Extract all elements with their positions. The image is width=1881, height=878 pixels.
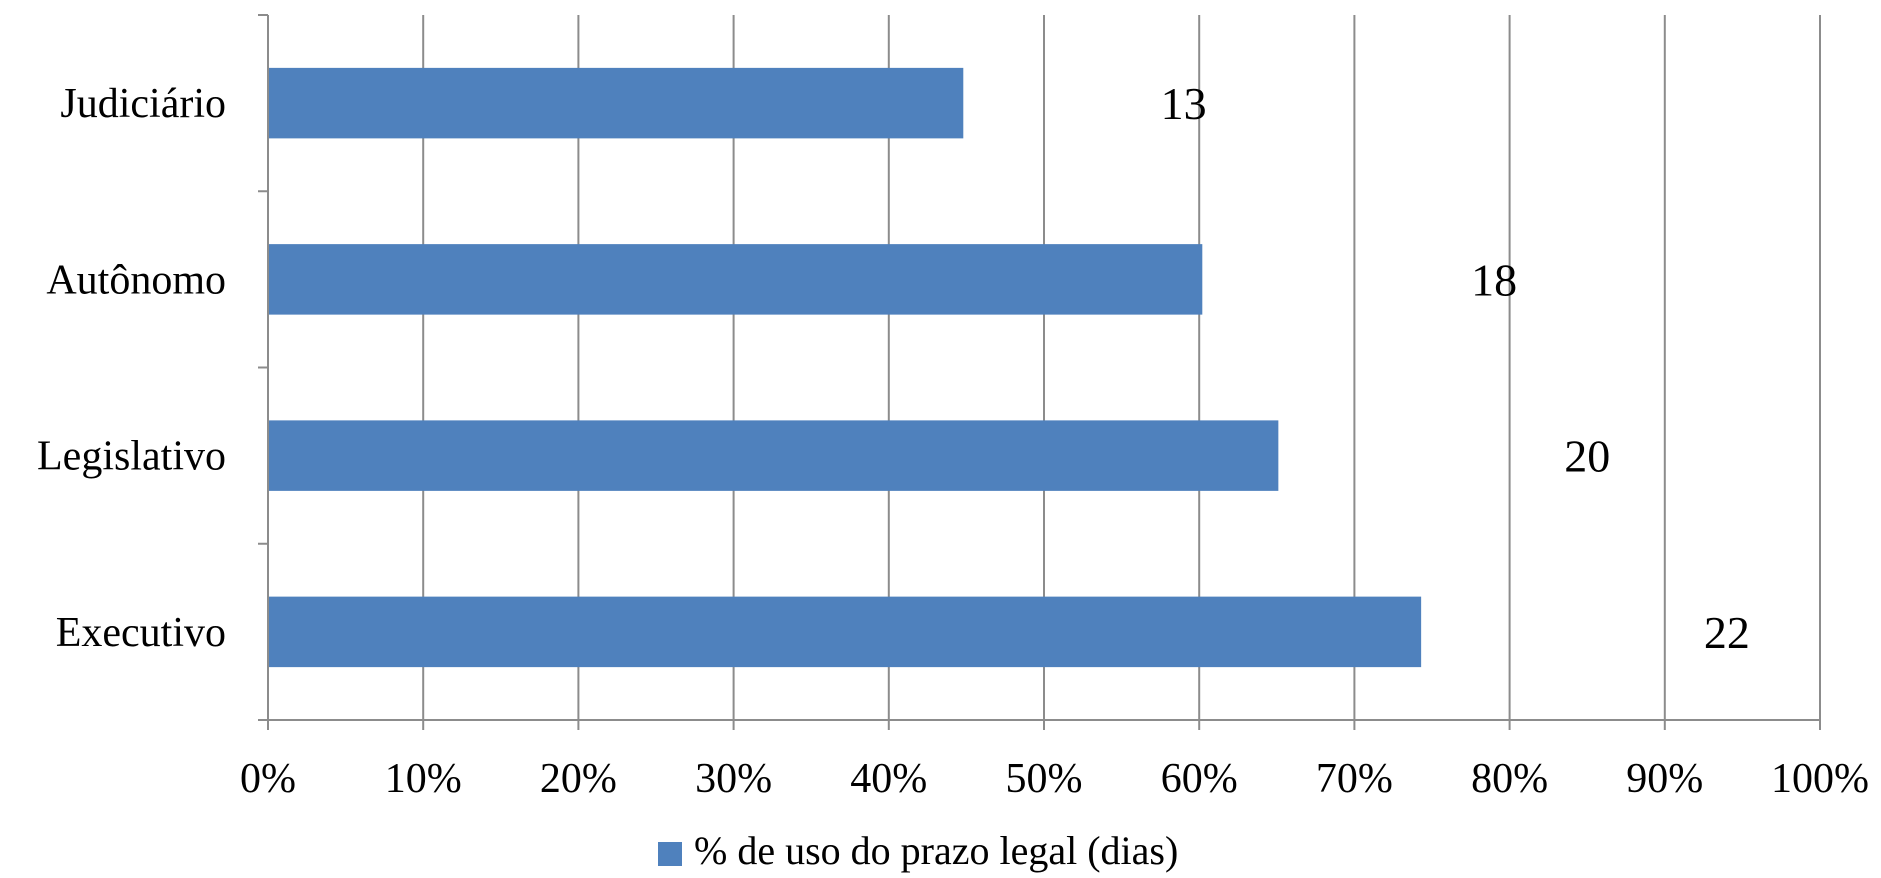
bar-judiciário: [268, 67, 964, 139]
category-label: Judiciário: [60, 81, 226, 127]
x-tick-label: 60%: [1161, 756, 1238, 802]
data-labels: 22 20 18 13: [1161, 78, 1750, 658]
data-label: 18: [1471, 254, 1517, 305]
x-tick-label: 40%: [850, 756, 927, 802]
bars: [268, 67, 1422, 668]
bar-legislativo: [268, 420, 1279, 491]
x-tick-label: 20%: [540, 756, 617, 802]
category-label: Autônomo: [46, 257, 226, 303]
x-tick-label: 90%: [1626, 756, 1703, 802]
axes: [258, 14, 1821, 730]
category-label: Executivo: [56, 610, 226, 656]
x-tick-labels: 0% 10% 20% 30% 40% 50% 60% 70% 80% 90% 100%: [240, 756, 1869, 802]
x-tick-label: 10%: [385, 756, 462, 802]
bar-executivo: [268, 596, 1422, 668]
legend: % de uso do prazo legal (dias): [658, 828, 1178, 873]
legend-label: % de uso do prazo legal (dias): [694, 828, 1178, 873]
legend-swatch: [658, 842, 682, 866]
x-tick-label: 100%: [1771, 756, 1869, 802]
data-label: 22: [1704, 607, 1750, 658]
x-tick-label: 0%: [240, 756, 296, 802]
category-labels: Executivo Legislativo Autônomo Judiciário: [37, 81, 226, 656]
x-tick-label: 70%: [1316, 756, 1393, 802]
x-tick-label: 30%: [695, 756, 772, 802]
category-label: Legislativo: [37, 434, 226, 480]
data-label: 13: [1161, 78, 1207, 129]
data-label: 20: [1564, 431, 1610, 482]
x-tick-label: 80%: [1471, 756, 1548, 802]
bar-autônomo: [268, 244, 1203, 315]
x-tick-label: 50%: [1006, 756, 1083, 802]
